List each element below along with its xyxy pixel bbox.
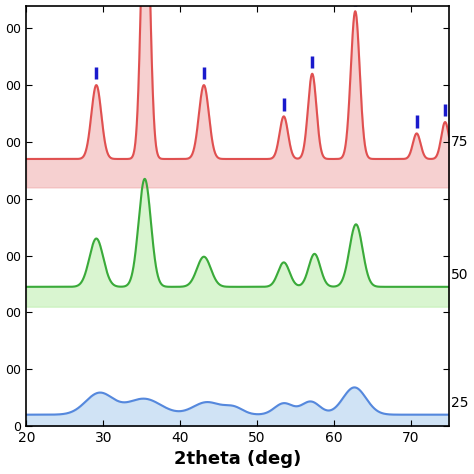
Text: 25: 25 [451, 396, 469, 410]
X-axis label: 2theta (deg): 2theta (deg) [174, 450, 301, 468]
Text: 75: 75 [451, 135, 469, 149]
Text: 50: 50 [451, 268, 469, 283]
